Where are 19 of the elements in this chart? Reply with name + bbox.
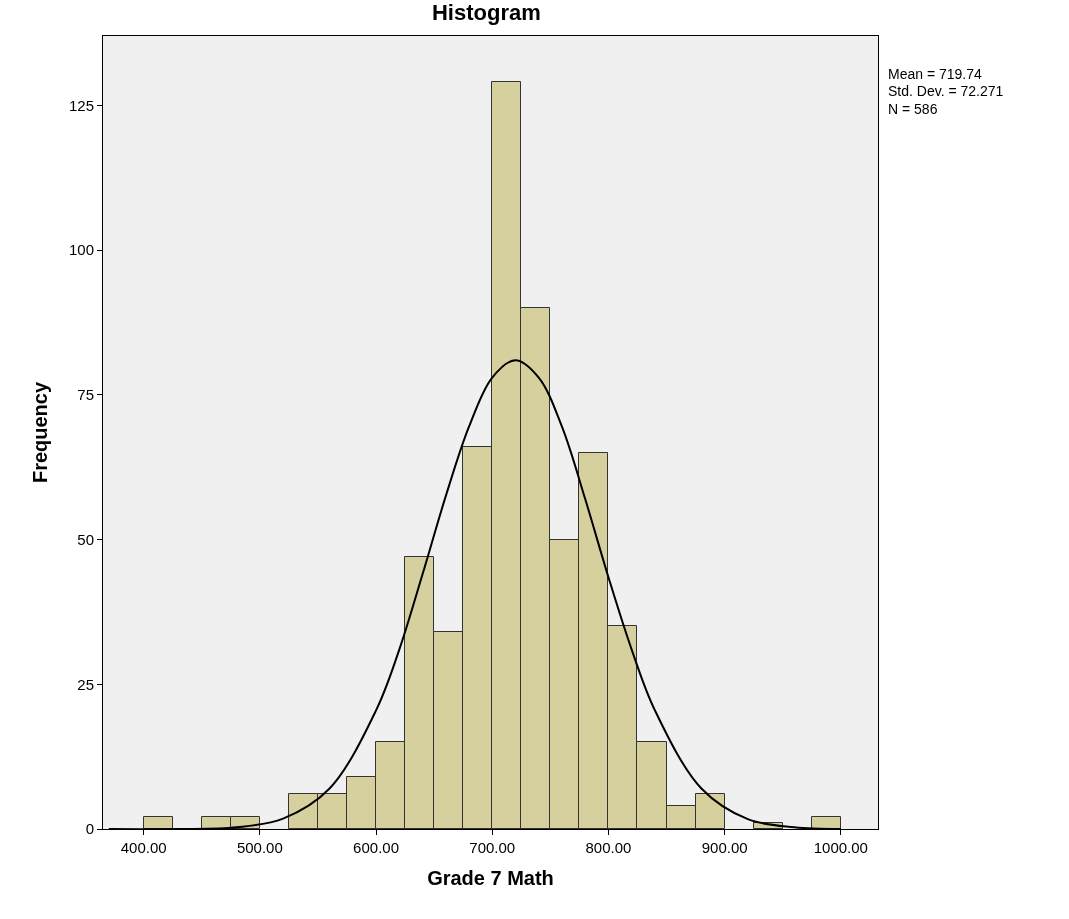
y-tick-label: 125 — [68, 96, 94, 114]
x-tick-label: 600.00 — [353, 839, 399, 856]
x-tick-label: 500.00 — [236, 839, 283, 856]
y-axis-title: Frequency — [29, 381, 52, 484]
x-tick-label: 400.00 — [120, 839, 167, 856]
x-axis-title: Grade 7 Math — [427, 866, 554, 889]
text: Mean = 719.74 — [888, 66, 983, 82]
text: Std. Dev. = 72.271 — [888, 83, 1004, 99]
y-tick-label: 50 — [77, 530, 94, 548]
y-tick-label: 75 — [77, 386, 94, 404]
x-tick-label: 800.00 — [585, 839, 632, 856]
text: N = 586 — [888, 101, 938, 117]
chart-title: Histogram — [432, 0, 541, 25]
y-tick-label: 0 — [85, 820, 94, 838]
x-tick-label: 700.00 — [469, 839, 516, 856]
y-tick-label: 25 — [77, 675, 94, 693]
y-tick-label: 100 — [68, 241, 94, 259]
x-tick-label: 1000.00 — [813, 839, 868, 856]
x-tick-label: 900.00 — [701, 839, 748, 856]
